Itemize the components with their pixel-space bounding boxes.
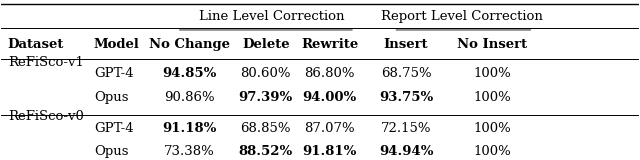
Text: 88.52%: 88.52%	[239, 145, 293, 158]
Text: Dataset: Dataset	[8, 38, 64, 51]
Text: 100%: 100%	[473, 121, 511, 135]
Text: GPT-4: GPT-4	[94, 121, 133, 135]
Text: 100%: 100%	[473, 91, 511, 104]
Text: Line Level Correction: Line Level Correction	[200, 10, 345, 23]
Text: 87.07%: 87.07%	[304, 121, 355, 135]
Text: 94.85%: 94.85%	[162, 68, 216, 80]
Text: 91.81%: 91.81%	[302, 145, 356, 158]
Text: 100%: 100%	[473, 145, 511, 158]
Text: 100%: 100%	[473, 68, 511, 80]
Text: 86.80%: 86.80%	[304, 68, 355, 80]
Text: Insert: Insert	[384, 38, 428, 51]
Text: Rewrite: Rewrite	[301, 38, 358, 51]
Text: 90.86%: 90.86%	[164, 91, 214, 104]
Text: ReFiSco-v1: ReFiSco-v1	[8, 56, 84, 69]
Text: No Insert: No Insert	[457, 38, 527, 51]
Text: 72.15%: 72.15%	[381, 121, 431, 135]
Text: Opus: Opus	[94, 145, 128, 158]
Text: Delete: Delete	[242, 38, 290, 51]
Text: No Change: No Change	[149, 38, 230, 51]
Text: 93.75%: 93.75%	[379, 91, 433, 104]
Text: 91.18%: 91.18%	[162, 121, 216, 135]
Text: 73.38%: 73.38%	[164, 145, 215, 158]
Text: 94.94%: 94.94%	[379, 145, 433, 158]
Text: 94.00%: 94.00%	[303, 91, 356, 104]
Text: 97.39%: 97.39%	[239, 91, 293, 104]
Text: ReFiSco-v0: ReFiSco-v0	[8, 110, 84, 123]
Text: Report Level Correction: Report Level Correction	[381, 10, 543, 23]
Text: 80.60%: 80.60%	[241, 68, 291, 80]
Text: Opus: Opus	[94, 91, 128, 104]
Text: GPT-4: GPT-4	[94, 68, 133, 80]
Text: 68.85%: 68.85%	[241, 121, 291, 135]
Text: 68.75%: 68.75%	[381, 68, 431, 80]
Text: Model: Model	[94, 38, 140, 51]
